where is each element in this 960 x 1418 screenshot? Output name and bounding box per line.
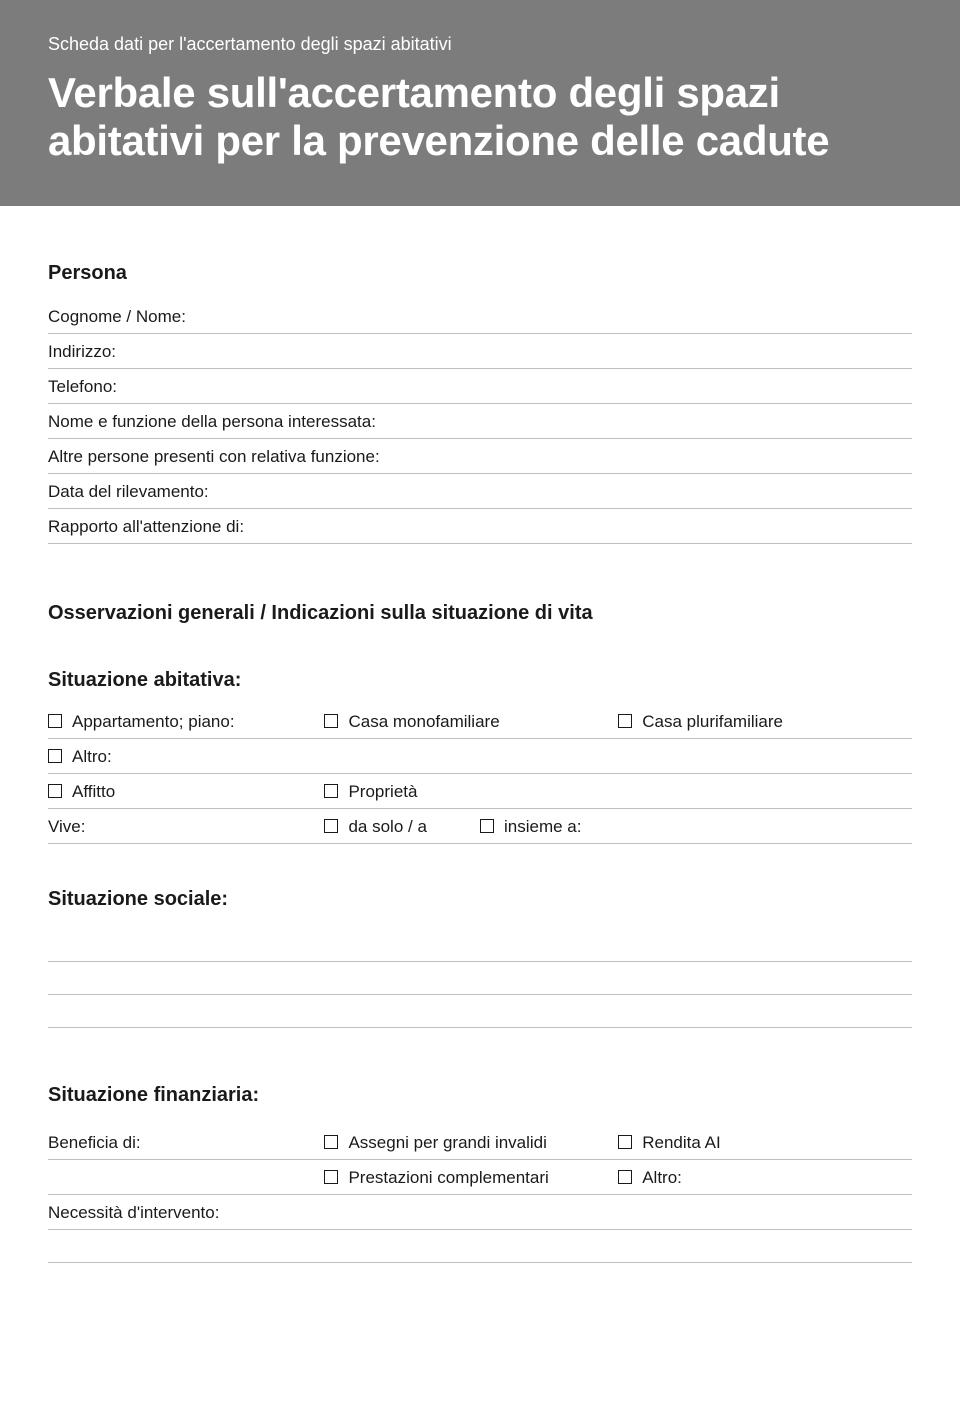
- abitativa-row-2: Altro:: [48, 739, 912, 774]
- osservazioni-heading: Osservazioni generali / Indicazioni sull…: [48, 602, 912, 625]
- abitativa-row-1: Appartamento; piano: Casa monofamiliare …: [48, 704, 912, 739]
- label-vive: Vive:: [48, 817, 86, 837]
- input-indirizzo[interactable]: [116, 342, 912, 362]
- persona-heading: Persona: [48, 262, 912, 285]
- input-altro-abitativa[interactable]: [112, 747, 912, 767]
- page: Scheda dati per l'accertamento degli spa…: [0, 0, 960, 1303]
- label-affitto: Affitto: [72, 782, 115, 802]
- input-necessita[interactable]: [219, 1203, 912, 1223]
- label-rendita: Rendita AI: [642, 1133, 720, 1153]
- checkbox-casa-pluri[interactable]: [618, 714, 632, 728]
- input-telefono[interactable]: [117, 377, 912, 397]
- label-indirizzo: Indirizzo:: [48, 342, 116, 362]
- field-indirizzo: Indirizzo:: [48, 334, 912, 369]
- checkbox-proprieta[interactable]: [324, 784, 338, 798]
- label-cognome-nome: Cognome / Nome:: [48, 307, 186, 327]
- label-altre-persone: Altre persone presenti con relativa funz…: [48, 447, 380, 467]
- field-rapporto-attenzione: Rapporto all'attenzione di:: [48, 509, 912, 544]
- label-altro-fin: Altro:: [642, 1168, 682, 1188]
- checkbox-assegni[interactable]: [324, 1135, 338, 1149]
- label-casa-pluri: Casa plurifamiliare: [642, 712, 783, 732]
- checkbox-da-solo[interactable]: [324, 819, 338, 833]
- sociale-line-3[interactable]: [48, 995, 912, 1028]
- abitativa-row-3: Affitto Proprietà: [48, 774, 912, 809]
- label-telefono: Telefono:: [48, 377, 117, 397]
- checkbox-casa-mono[interactable]: [324, 714, 338, 728]
- input-funzione-persona[interactable]: [376, 412, 912, 432]
- label-funzione-persona: Nome e funzione della persona interessat…: [48, 412, 376, 432]
- label-prestazioni: Prestazioni complementari: [348, 1168, 548, 1188]
- finanziaria-row-1: Beneficia di: Assegni per grandi invalid…: [48, 1125, 912, 1160]
- label-da-solo: da solo / a: [348, 817, 426, 837]
- label-altro: Altro:: [72, 747, 112, 767]
- checkbox-rendita[interactable]: [618, 1135, 632, 1149]
- header-title: Verbale sull'accertamento degli spazi ab…: [48, 69, 912, 166]
- field-telefono: Telefono:: [48, 369, 912, 404]
- label-necessita: Necessità d'intervento:: [48, 1203, 219, 1223]
- field-data-rilevamento: Data del rilevamento:: [48, 474, 912, 509]
- checkbox-appartamento[interactable]: [48, 714, 62, 728]
- field-cognome-nome: Cognome / Nome:: [48, 299, 912, 334]
- label-data-rilevamento: Data del rilevamento:: [48, 482, 209, 502]
- input-appartamento-piano[interactable]: [235, 712, 325, 732]
- field-necessita: Necessità d'intervento:: [48, 1195, 912, 1230]
- sociale-line-1[interactable]: [48, 929, 912, 962]
- header: Scheda dati per l'accertamento degli spa…: [0, 0, 960, 206]
- label-appartamento: Appartamento; piano:: [72, 712, 235, 732]
- label-insieme-a: insieme a:: [504, 817, 581, 837]
- label-assegni: Assegni per grandi invalidi: [348, 1133, 546, 1153]
- abitativa-title: Situazione abitativa:: [48, 669, 912, 692]
- finanziaria-row-2: Prestazioni complementari Altro:: [48, 1160, 912, 1195]
- sociale-title: Situazione sociale:: [48, 888, 912, 911]
- header-pretitle: Scheda dati per l'accertamento degli spa…: [48, 34, 912, 55]
- input-insieme-a[interactable]: [581, 817, 912, 837]
- finanziaria-title: Situazione finanziaria:: [48, 1084, 912, 1107]
- sociale-line-2[interactable]: [48, 962, 912, 995]
- necessita-line-2[interactable]: [48, 1230, 912, 1263]
- field-altre-persone: Altre persone presenti con relativa funz…: [48, 439, 912, 474]
- checkbox-prestazioni[interactable]: [324, 1170, 338, 1184]
- label-proprieta: Proprietà: [348, 782, 417, 802]
- checkbox-altro-fin[interactable]: [618, 1170, 632, 1184]
- label-rapporto-attenzione: Rapporto all'attenzione di:: [48, 517, 244, 537]
- input-altre-persone[interactable]: [380, 447, 912, 467]
- input-altro-fin[interactable]: [682, 1168, 912, 1188]
- checkbox-altro[interactable]: [48, 749, 62, 763]
- content: Persona Cognome / Nome: Indirizzo: Telef…: [0, 206, 960, 1303]
- checkbox-affitto[interactable]: [48, 784, 62, 798]
- checkbox-insieme-a[interactable]: [480, 819, 494, 833]
- input-data-rilevamento[interactable]: [209, 482, 912, 502]
- input-cognome-nome[interactable]: [186, 307, 912, 327]
- input-rapporto-attenzione[interactable]: [244, 517, 912, 537]
- label-beneficia: Beneficia di:: [48, 1133, 141, 1153]
- field-funzione-persona: Nome e funzione della persona interessat…: [48, 404, 912, 439]
- abitativa-row-4: Vive: da solo / a insieme a:: [48, 809, 912, 844]
- label-casa-mono: Casa monofamiliare: [348, 712, 499, 732]
